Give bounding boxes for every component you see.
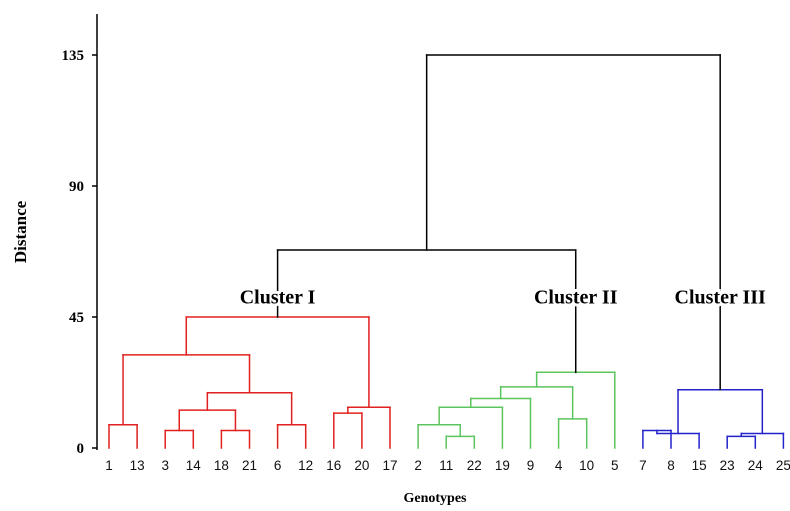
x-axis-title: Genotypes (404, 491, 468, 506)
leaf-label: 9 (527, 458, 535, 473)
leaf-label: 13 (130, 458, 145, 473)
leaf-label: 18 (214, 458, 229, 473)
y-tick-label: 0 (77, 441, 85, 457)
dendrogram-links (108, 54, 785, 449)
leaf-label: 15 (692, 458, 707, 473)
leaf-label: 10 (579, 458, 594, 473)
leaf-label: 4 (555, 458, 563, 473)
leaf-label: 17 (382, 458, 397, 473)
leaf-label: 22 (467, 458, 482, 473)
leaf-label: 6 (274, 458, 282, 473)
leaf-label: 1 (105, 458, 113, 473)
cluster-label: Cluster III (675, 287, 767, 309)
cluster-labels: Cluster I Cluster II Cluster III (237, 284, 769, 312)
leaf-label: 23 (720, 458, 735, 473)
leaf-label: 7 (639, 458, 647, 473)
leaf-label: 8 (667, 458, 675, 473)
leaf-label: 16 (326, 458, 341, 473)
leaf-label: 12 (298, 458, 313, 473)
leaf-label: 11 (439, 458, 453, 473)
leaf-label: 19 (495, 458, 510, 473)
y-ticks: 0 45 90 135 (62, 48, 97, 457)
leaf-label: 14 (186, 458, 202, 473)
y-axis-title: Distance (11, 200, 30, 263)
cluster-label: Cluster I (240, 287, 316, 309)
leaf-label: 24 (748, 458, 764, 473)
leaf-label: 3 (161, 458, 169, 473)
y-tick-label: 45 (69, 310, 84, 326)
leaf-label: 2 (414, 458, 422, 473)
leaf-label: 25 (776, 458, 790, 473)
leaf-label: 21 (242, 458, 257, 473)
cluster-label: Cluster II (534, 287, 618, 309)
y-tick-label: 90 (69, 179, 84, 195)
leaf-label: 20 (354, 458, 369, 473)
y-tick-label: 135 (62, 48, 85, 64)
leaf-labels: 1 13 3 14 18 21 6 12 16 20 17 2 11 22 19 9 4 10 5 7 8 15 23 24 2… (105, 458, 790, 473)
leaf-label: 5 (611, 458, 619, 473)
